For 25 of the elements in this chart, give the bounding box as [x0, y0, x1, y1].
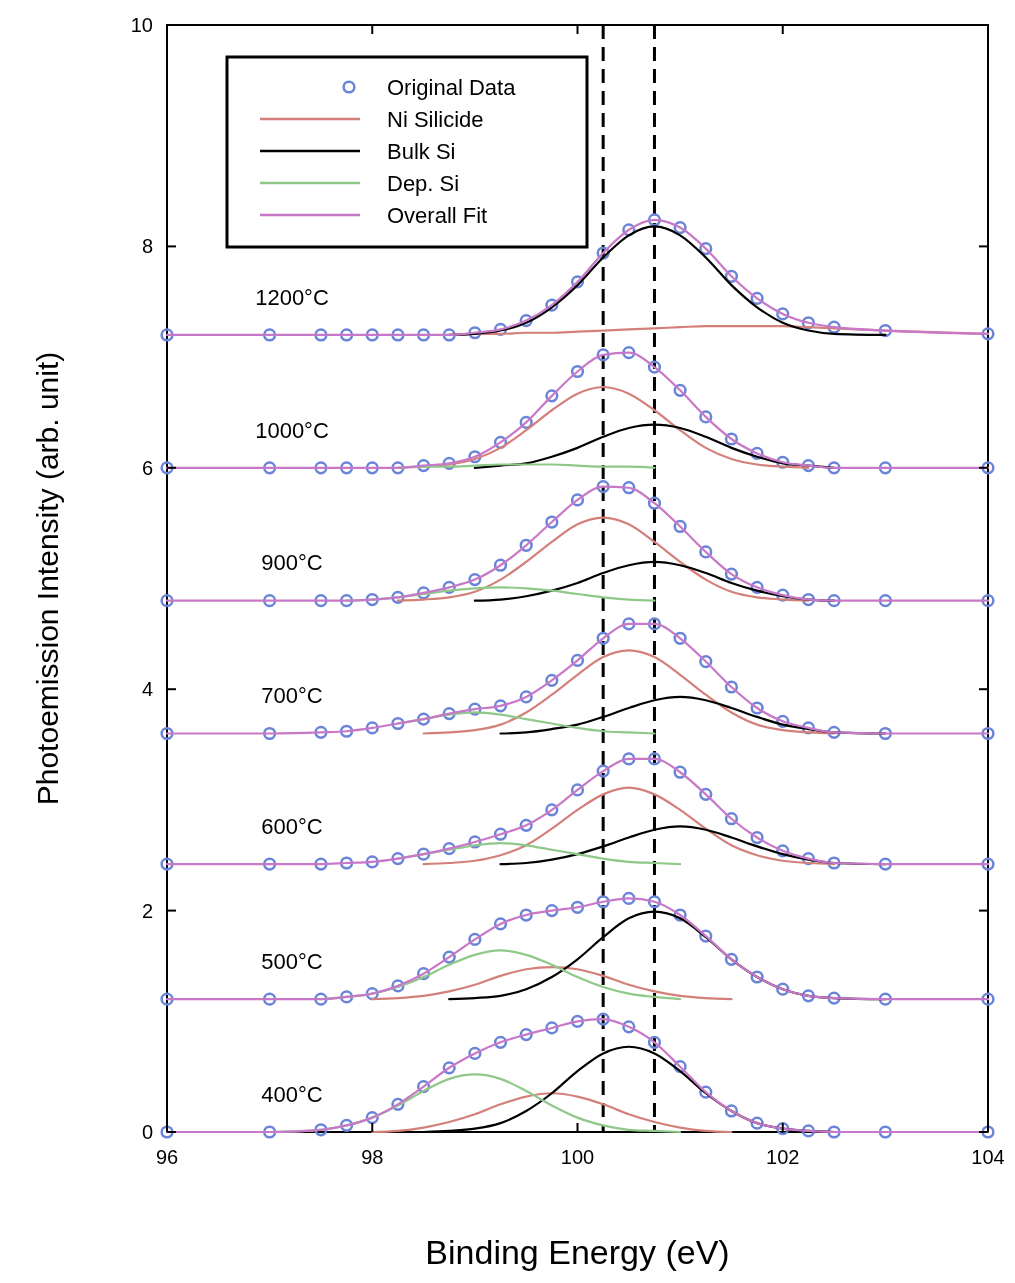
x-tick-label: 104 — [971, 1146, 1005, 1168]
legend-label: Bulk Si — [387, 138, 456, 164]
y-tick-label: 4 — [141, 678, 153, 701]
annotation: 700°C — [261, 683, 323, 709]
y-tick-label: 8 — [141, 235, 153, 258]
y-tick-label: 6 — [141, 456, 153, 479]
legend-label: Original Data — [387, 74, 517, 100]
annotation: 500°C — [261, 948, 323, 974]
legend-label: Dep. Si — [387, 170, 460, 196]
y-tick-label: 2 — [141, 899, 153, 922]
x-tick-label: 102 — [766, 1146, 800, 1168]
y-tick-label: 10 — [130, 14, 153, 36]
annotation: 900°C — [261, 550, 323, 576]
x-axis-title: Binding Energy (eV) — [425, 1233, 730, 1271]
annotation: 600°C — [261, 813, 323, 839]
annotation: 1200°C — [255, 284, 329, 310]
annotation: 400°C — [261, 1081, 323, 1107]
legend-label: Ni Silicide — [387, 106, 484, 132]
x-tick-label: 98 — [361, 1146, 384, 1168]
annotation: 1000°C — [255, 417, 329, 443]
legend-label: Overall Fit — [387, 202, 488, 228]
x-tick-label: 96 — [155, 1146, 179, 1168]
y-axis-title: Photoemission Intensity (arb. unit) — [31, 351, 64, 806]
y-tick-label: 0 — [141, 1121, 153, 1143]
x-tick-label: 100 — [560, 1146, 595, 1168]
